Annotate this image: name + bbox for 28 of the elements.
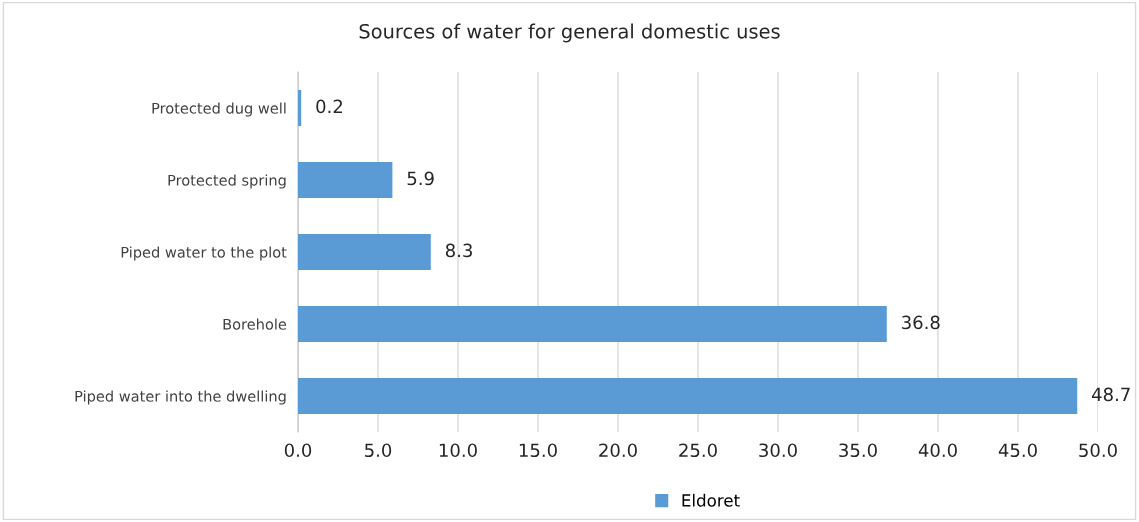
bar [298,162,393,198]
x-tick-label: 10.0 [439,443,477,458]
data-label: 48.7 [1091,387,1130,402]
x-tick-label: 20.0 [599,443,637,458]
data-label: 5.9 [407,171,434,186]
bar [298,306,887,342]
bar [298,234,431,270]
y-tick-label: Borehole [223,318,287,330]
y-tick-label: Piped water into the dwelling [75,390,286,405]
x-tick-label: 45.0 [998,443,1037,458]
y-tick-label: Protected spring [168,174,286,189]
x-tick-label: 25.0 [679,443,717,458]
data-label: 36.8 [902,315,940,330]
bar [298,90,302,126]
x-tick-label: 15.0 [519,443,557,458]
x-tick-label: 30.0 [759,443,797,458]
data-label: 0.2 [316,99,342,114]
x-tick-label: 35.0 [839,443,877,458]
x-tick-label: 40.0 [918,443,957,458]
x-tick-label: 5.0 [365,443,392,458]
chart-title: Sources of water for general domestic uses [359,23,780,43]
bar [298,378,1078,414]
y-tick-label: Piped water to the plot [121,246,287,261]
legend-label: Eldoret [682,493,740,507]
x-tick-label: 50.0 [1079,443,1117,458]
data-label: 8.3 [445,243,472,258]
y-tick-label: Protected dug well [152,102,286,117]
x-tick-label: 0.0 [284,443,312,458]
